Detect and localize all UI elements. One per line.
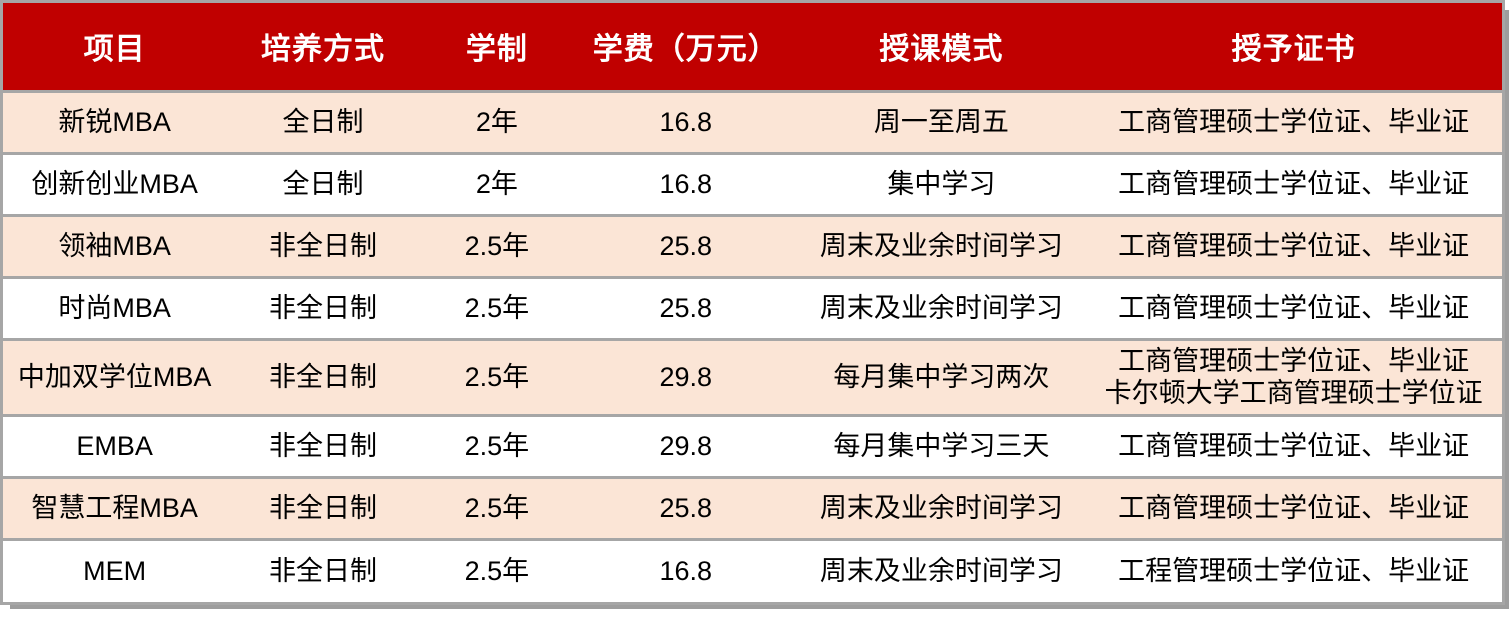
cell-schedule: 每月集中学习两次 [797,337,1086,416]
cell-line: 工商管理硕士学位证、毕业证 [1118,493,1470,524]
header-cell-mode: 培养方式 [226,3,420,91]
cell-program: 中加双学位MBA [3,337,227,416]
cell-schedule: 周末及业余时间学习 [797,213,1086,277]
cell-tuition: 25.8 [574,275,798,339]
cell-line: 卡尔顿大学工商管理硕士学位证 [1104,378,1483,409]
cell-mode: 全日制 [226,89,420,153]
header-cell-certificate: 授予证书 [1085,3,1502,91]
cell-mode: 非全日制 [226,213,420,277]
cell-schedule: 集中学习 [797,151,1086,215]
table-row: 领袖MBA 非全日制 2.5年 25.8 周末及业余时间学习 工商管理硕士学位证、毕业证 [3,213,1502,277]
cell-duration: 2年 [419,89,575,153]
cell-duration: 2.5年 [419,414,575,478]
program-table-container: 项目 培养方式 学制 学费（万元） 授课模式 授予证书 新锐MBA 全日制 2年 16… [0,0,1505,605]
program-table: 项目 培养方式 学制 学费（万元） 授课模式 授予证书 新锐MBA 全日制 2年 16… [3,3,1502,602]
table-row: 创新创业MBA 全日制 2年 16.8 集中学习 工商管理硕士学位证、毕业证 [3,151,1502,215]
cell-schedule: 周末及业余时间学习 [797,476,1086,540]
cell-tuition: 25.8 [574,213,798,277]
cell-mode: 全日制 [226,151,420,215]
cell-mode: 非全日制 [226,414,420,478]
table-row: EMBA 非全日制 2.5年 29.8 每月集中学习三天 工商管理硕士学位证、毕业证 [3,414,1502,478]
cell-schedule: 周末及业余时间学习 [797,275,1086,339]
cell-line: 工商管理硕士学位证、毕业证 [1118,106,1470,137]
cell-certificate: 工商管理硕士学位证、毕业证 卡尔顿大学工商管理硕士学位证 [1085,337,1502,416]
cell-certificate: 工商管理硕士学位证、毕业证 [1085,213,1502,277]
cell-duration: 2年 [419,151,575,215]
cell-schedule: 周一至周五 [797,89,1086,153]
table-row: 新锐MBA 全日制 2年 16.8 周一至周五 工商管理硕士学位证、毕业证 [3,89,1502,153]
cell-certificate: 工程管理硕士学位证、毕业证 [1085,538,1502,602]
cell-duration: 2.5年 [419,337,575,416]
header-cell-tuition: 学费（万元） [574,3,798,91]
cell-tuition: 16.8 [574,538,798,602]
cell-line: 工商管理硕士学位证、毕业证 [1118,345,1470,376]
cell-program: EMBA [3,414,227,478]
cell-schedule: 周末及业余时间学习 [797,538,1086,602]
table-row: 智慧工程MBA 非全日制 2.5年 25.8 周末及业余时间学习 工商管理硕士学位证、毕业… [3,476,1502,540]
cell-tuition: 29.8 [574,414,798,478]
header-row: 项目 培养方式 学制 学费（万元） 授课模式 授予证书 [3,3,1502,91]
cell-line: 工程管理硕士学位证、毕业证 [1118,556,1470,587]
cell-tuition: 25.8 [574,476,798,540]
cell-program: 领袖MBA [3,213,227,277]
cell-certificate: 工商管理硕士学位证、毕业证 [1085,151,1502,215]
cell-program: 时尚MBA [3,275,227,339]
cell-tuition: 16.8 [574,89,798,153]
cell-duration: 2.5年 [419,476,575,540]
cell-tuition: 29.8 [574,337,798,416]
header-cell-duration: 学制 [419,3,575,91]
cell-mode: 非全日制 [226,476,420,540]
cell-duration: 2.5年 [419,213,575,277]
table-row: 中加双学位MBA 非全日制 2.5年 29.8 每月集中学习两次 工商管理硕士学位证、毕业… [3,337,1502,416]
cell-line: 工商管理硕士学位证、毕业证 [1118,292,1470,323]
cell-line: 工商管理硕士学位证、毕业证 [1118,230,1470,261]
cell-line: 工商管理硕士学位证、毕业证 [1118,431,1470,462]
table-row: MEM 非全日制 2.5年 16.8 周末及业余时间学习 工程管理硕士学位证、毕业证 [3,538,1502,602]
cell-program: 新锐MBA [3,89,227,153]
cell-certificate: 工商管理硕士学位证、毕业证 [1085,476,1502,540]
cell-certificate: 工商管理硕士学位证、毕业证 [1085,275,1502,339]
cell-certificate: 工商管理硕士学位证、毕业证 [1085,414,1502,478]
cell-schedule: 每月集中学习三天 [797,414,1086,478]
header-cell-program: 项目 [3,3,227,91]
table-row: 时尚MBA 非全日制 2.5年 25.8 周末及业余时间学习 工商管理硕士学位证、毕业证 [3,275,1502,339]
cell-mode: 非全日制 [226,275,420,339]
table-body: 新锐MBA 全日制 2年 16.8 周一至周五 工商管理硕士学位证、毕业证 创新创业MBA 全… [3,89,1502,602]
table-header: 项目 培养方式 学制 学费（万元） 授课模式 授予证书 [3,3,1502,91]
cell-program: 智慧工程MBA [3,476,227,540]
cell-mode: 非全日制 [226,337,420,416]
cell-duration: 2.5年 [419,538,575,602]
cell-line: 工商管理硕士学位证、毕业证 [1118,168,1470,199]
cell-program: MEM [3,538,227,602]
cell-duration: 2.5年 [419,275,575,339]
header-cell-schedule: 授课模式 [797,3,1086,91]
cell-certificate: 工商管理硕士学位证、毕业证 [1085,89,1502,153]
cell-mode: 非全日制 [226,538,420,602]
cell-tuition: 16.8 [574,151,798,215]
cell-program: 创新创业MBA [3,151,227,215]
